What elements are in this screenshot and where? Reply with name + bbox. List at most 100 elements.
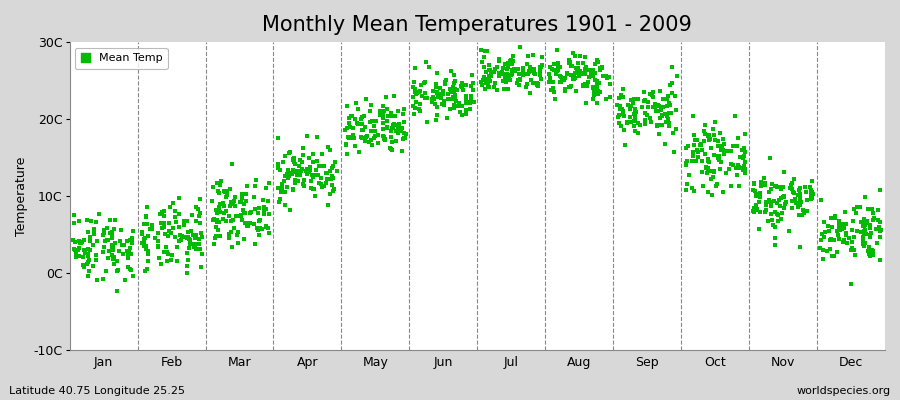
Point [303,185,318,191]
Point [339,142,354,148]
Point [660,96,674,102]
Point [306,174,320,180]
Point [309,166,323,173]
Point [526,80,540,86]
Point [252,217,266,224]
Point [792,187,806,193]
Point [237,210,251,216]
Point [273,196,287,202]
Point [484,68,499,75]
Point [443,106,457,113]
Point [679,186,693,193]
Point [374,112,388,118]
Point [562,60,576,66]
Point [181,234,195,240]
Point [326,175,340,181]
Point [325,181,339,188]
Point [706,126,720,132]
Point [782,228,796,234]
Point [397,130,411,136]
Point [385,139,400,145]
Point [870,217,885,223]
Point [339,140,354,147]
Point [793,202,807,208]
Point [770,212,785,218]
Point [220,188,235,194]
Point [805,178,819,184]
Point [833,227,848,234]
Point [568,53,582,59]
Point [670,126,684,132]
Point [860,218,875,225]
Point [746,204,760,211]
Point [705,192,719,198]
Point [705,167,719,174]
Point [218,189,232,195]
Point [746,187,760,193]
Point [595,64,609,71]
Point [833,226,848,233]
Point [832,236,846,242]
Point [459,93,473,100]
Point [110,258,124,264]
Point [698,150,713,157]
Point [326,188,340,195]
Point [590,57,604,63]
Point [122,245,137,252]
Point [523,64,537,71]
Point [292,163,306,170]
Point [665,64,680,70]
Point [182,236,196,242]
Point [624,106,638,112]
Point [409,90,423,97]
Point [568,74,582,81]
Point [459,100,473,106]
Point [754,183,769,189]
Point [172,195,186,201]
Point [217,210,231,217]
Point [616,93,631,100]
Point [480,48,494,54]
Point [183,237,197,243]
Point [259,205,274,212]
Point [257,210,272,217]
Point [106,255,121,262]
Point [656,96,670,102]
Point [651,122,665,129]
Point [67,212,81,218]
Point [695,168,709,175]
Point [753,179,768,185]
Point [326,163,340,169]
Point [227,198,241,204]
Point [159,244,174,250]
Point [300,171,314,177]
Point [459,94,473,100]
Point [356,113,371,119]
Point [587,92,601,98]
Point [646,94,661,100]
Point [492,69,507,76]
Point [512,82,526,88]
Point [237,201,251,207]
Point [232,212,247,219]
Point [364,128,378,135]
Point [408,88,422,95]
Point [444,88,458,95]
Point [523,90,537,96]
Point [276,158,291,165]
Point [446,89,461,96]
Point [733,154,747,160]
Point [647,101,662,108]
Point [121,264,135,270]
Point [447,78,462,84]
Point [496,78,510,84]
Point [438,81,453,88]
Point [526,52,541,59]
Point [845,238,859,245]
Point [247,194,261,200]
Point [341,119,356,126]
Point [381,113,395,119]
Point [651,102,665,108]
Point [702,136,716,142]
Point [588,76,602,83]
